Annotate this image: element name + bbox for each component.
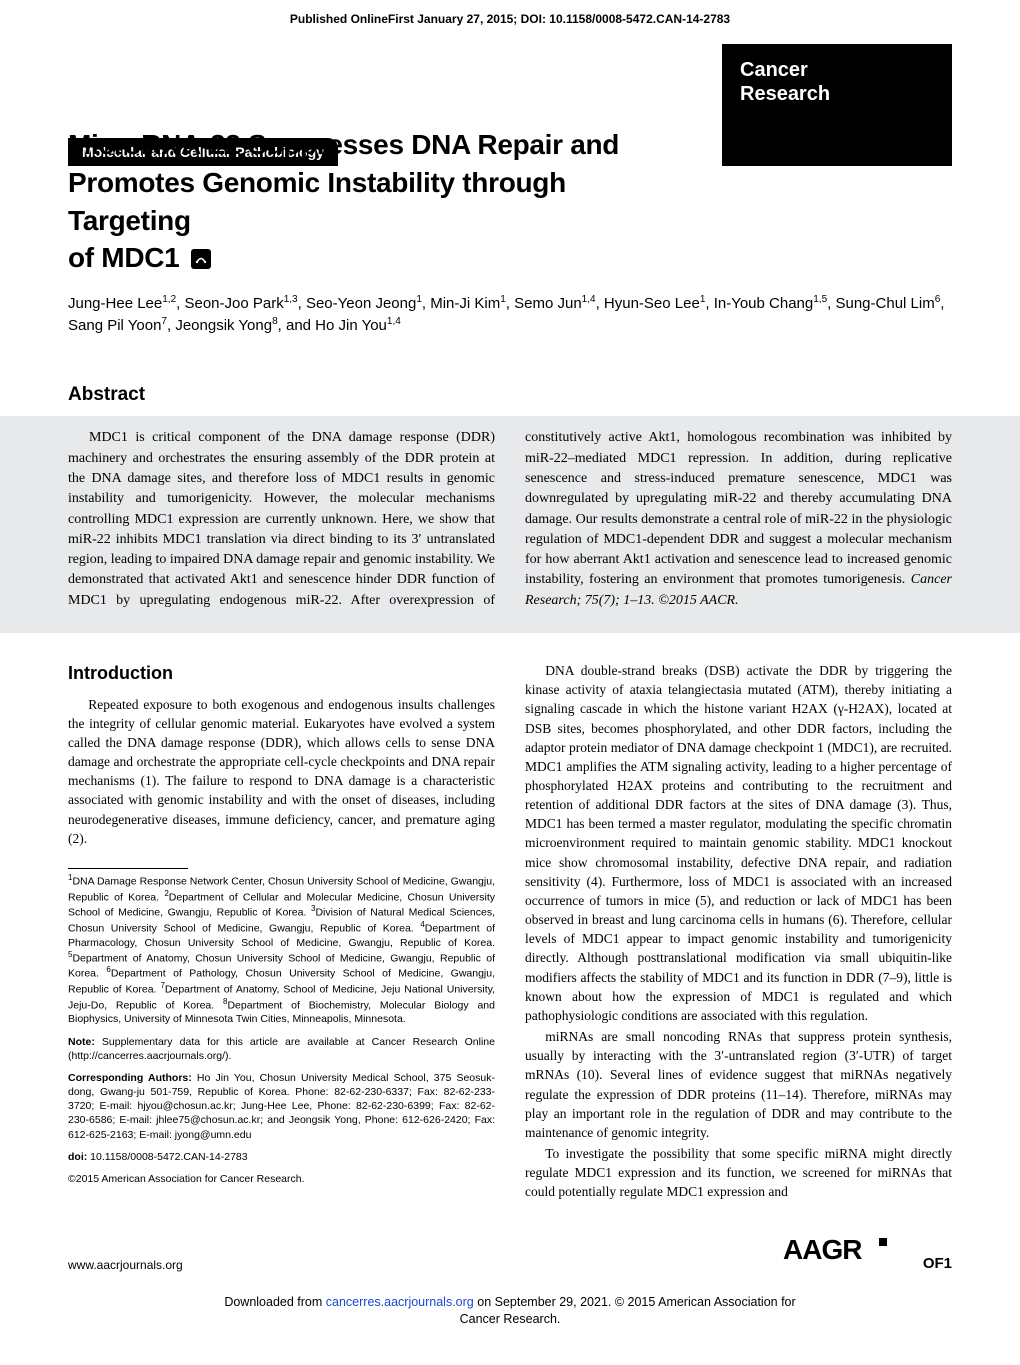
aacr-logo: AAGR (783, 1235, 893, 1272)
published-meta: Published OnlineFirst January 27, 2015; … (0, 0, 1020, 44)
article-title: MicroRNA-22 Suppresses DNA Repair and Pr… (0, 126, 722, 279)
intro-p4: To investigate the possibility that some… (525, 1144, 952, 1201)
affiliations-rule (68, 868, 188, 869)
page-footer: www.aacrjournals.org AAGR OF1 (0, 1201, 1020, 1280)
journal-line1: Cancer (740, 58, 934, 82)
intro-p3: miRNAs are small noncoding RNAs that sup… (525, 1027, 952, 1142)
copyright-line: ©2015 American Association for Cancer Re… (68, 1172, 495, 1186)
title-line1: MicroRNA-22 Suppresses DNA Repair and (68, 129, 619, 160)
title-line2: Promotes Genomic Instability through Tar… (68, 167, 566, 236)
note-block: Note: Supplementary data for this articl… (68, 1035, 495, 1063)
affiliations: 1DNA Damage Response Network Center, Cho… (68, 873, 495, 1027)
journal-line2: Research (740, 82, 934, 106)
title-line3: of MDC1 (68, 242, 179, 273)
abstract-body: MDC1 is critical component of the DNA da… (68, 428, 952, 611)
corresponding-authors: Corresponding Authors: Ho Jin You, Chosu… (68, 1071, 495, 1142)
intro-p1: Repeated exposure to both exogenous and … (68, 695, 495, 848)
introduction-heading: Introduction (68, 661, 495, 687)
intro-p2: DNA double-strand breaks (DSB) activate … (525, 661, 952, 1025)
doi-line: doi: 10.1158/0008-5472.CAN-14-2783 (68, 1150, 495, 1164)
footer-url: www.aacrjournals.org (68, 1258, 183, 1272)
page-number: OF1 (923, 1255, 952, 1272)
svg-text:AAGR: AAGR (783, 1235, 862, 1265)
download-footer: Downloaded from cancerres.aacrjournals.o… (0, 1280, 1020, 1344)
download-link[interactable]: cancerres.aacrjournals.org (326, 1295, 474, 1309)
supplementary-badge-icon (191, 241, 211, 279)
abstract-heading: Abstract (0, 384, 1020, 416)
body-columns: Introduction Repeated exposure to both e… (0, 661, 1020, 1201)
journal-name: Cancer Research (722, 44, 952, 166)
abstract-section: Abstract MDC1 is critical component of t… (0, 384, 1020, 633)
author-list: Jung-Hee Lee1,2, Seon-Joo Park1,3, Seo-Y… (0, 279, 1020, 337)
